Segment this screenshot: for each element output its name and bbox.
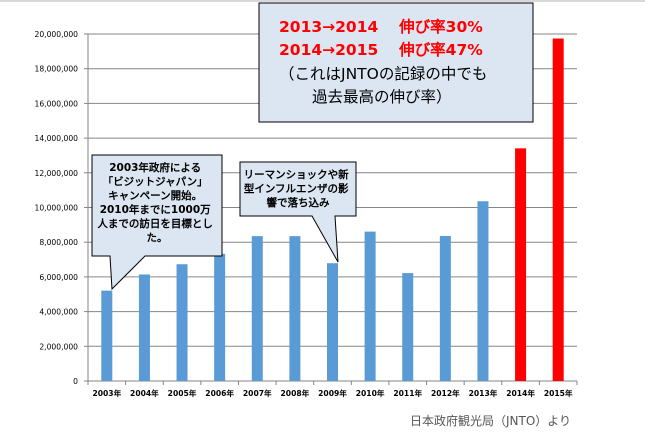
x-tick-label: 2004年 bbox=[130, 388, 159, 398]
y-tick-label: 8,000,000 bbox=[39, 238, 78, 247]
callout-2009-line-1: リーマンショックや新 bbox=[244, 168, 349, 181]
y-tick-label: 4,000,000 bbox=[39, 308, 78, 317]
svg-text:2003年政府による 「ビジットジャパン」: 2003年政府による 「ビジットジャパン」 キャンペーン開始。 2010年までに… bbox=[97, 161, 216, 244]
bar-2003 bbox=[101, 290, 113, 381]
callout-2003-line-6: た。 bbox=[147, 232, 168, 244]
callout-2003-line-4: 2010年までに1000万 bbox=[100, 203, 211, 216]
bars bbox=[101, 38, 564, 382]
bar-2015 bbox=[552, 38, 564, 382]
source-note: 日本政府観光局（JNTO）より bbox=[410, 414, 572, 428]
growth-rate-box-bg bbox=[258, 2, 534, 123]
bar-2004 bbox=[138, 274, 150, 381]
y-tick-label: 16,000,000 bbox=[35, 99, 79, 108]
callout-2009: リーマンショックや新 型インフルエンザの影 響で落ち込み bbox=[239, 161, 357, 263]
svg-text:リーマンショックや新 型インフルエンザの影: リーマンショックや新 型インフルエンザの影 響で落ち込み bbox=[244, 168, 353, 209]
y-tick-label: 20,000,000 bbox=[35, 30, 79, 39]
record-note-line-2: 過去最高の伸び率） bbox=[312, 88, 452, 106]
x-tick-label: 2012年 bbox=[431, 388, 460, 398]
x-tick-label: 2010年 bbox=[356, 388, 385, 398]
x-tick-label: 2006年 bbox=[205, 388, 234, 398]
x-tick-label: 2013年 bbox=[469, 388, 498, 398]
y-axis: 0 2,000,000 4,000,000 6,000,000 8,000,000 10,… bbox=[35, 30, 89, 386]
y-tick-label: 0 bbox=[73, 377, 78, 386]
callout-2003-line-5: 人までの訪日を目標とし bbox=[97, 217, 213, 230]
bar-2014 bbox=[515, 148, 527, 381]
growth-2015-text: 2014→2015 伸び率47% bbox=[279, 40, 483, 59]
bar-2013 bbox=[477, 201, 489, 381]
bar-2006 bbox=[214, 253, 226, 381]
callout-2003-line-1: 2003年政府による bbox=[109, 161, 201, 174]
y-tick-label: 10,000,000 bbox=[35, 204, 79, 213]
growth-2014-text: 2013→2014 伸び率30% bbox=[279, 17, 483, 36]
x-tick-label: 2003年 bbox=[92, 388, 121, 398]
x-tick-label: 2008年 bbox=[281, 388, 310, 398]
x-tick-label: 2011年 bbox=[393, 388, 422, 398]
bar-2005 bbox=[176, 264, 188, 381]
record-note-line-1: （これはJNTOの記録の中でも bbox=[279, 65, 487, 83]
y-tick-label: 2,000,000 bbox=[39, 342, 78, 351]
x-tick-label: 2015年 bbox=[544, 388, 573, 398]
bar-2012 bbox=[439, 235, 451, 381]
callout-2003-line-3: キャンペーン開始。 bbox=[108, 189, 202, 202]
top-border bbox=[0, 0, 645, 2]
y-tick-label: 14,000,000 bbox=[35, 134, 79, 143]
x-tick-label: 2014年 bbox=[506, 388, 535, 398]
x-tick-label: 2007年 bbox=[243, 388, 272, 398]
bar-2009 bbox=[327, 263, 338, 381]
bar-2010 bbox=[364, 231, 376, 381]
y-tick-label: 12,000,000 bbox=[35, 169, 79, 178]
callout-2009-line-2: 型インフルエンザの影 bbox=[244, 182, 349, 195]
bar-2011 bbox=[402, 273, 414, 381]
callout-2009-line-3: 響で落ち込み bbox=[267, 196, 330, 209]
growth-rate-box: 2013→2014 伸び率30% 2014→2015 伸び率47% （これはJN… bbox=[258, 2, 534, 123]
callout-2003: 2003年政府による 「ビジットジャパン」 キャンペーン開始。 2010年までに… bbox=[91, 154, 223, 291]
callout-2003-shape bbox=[91, 154, 223, 291]
x-tick-label: 2009年 bbox=[318, 388, 347, 398]
x-axis: 2003年 2004年 2005年 2006年 2007年 2008年 2009年 2010年… bbox=[87, 380, 578, 398]
x-tick-label: 2005年 bbox=[168, 388, 197, 398]
callout-2009-shape bbox=[239, 161, 357, 263]
callout-2003-line-2: 「ビジットジャパン」 bbox=[103, 175, 208, 188]
y-tick-label: 6,000,000 bbox=[39, 273, 78, 282]
bar-2007 bbox=[251, 236, 263, 381]
y-tick-label: 18,000,000 bbox=[35, 65, 79, 74]
bar-2008 bbox=[289, 236, 301, 381]
